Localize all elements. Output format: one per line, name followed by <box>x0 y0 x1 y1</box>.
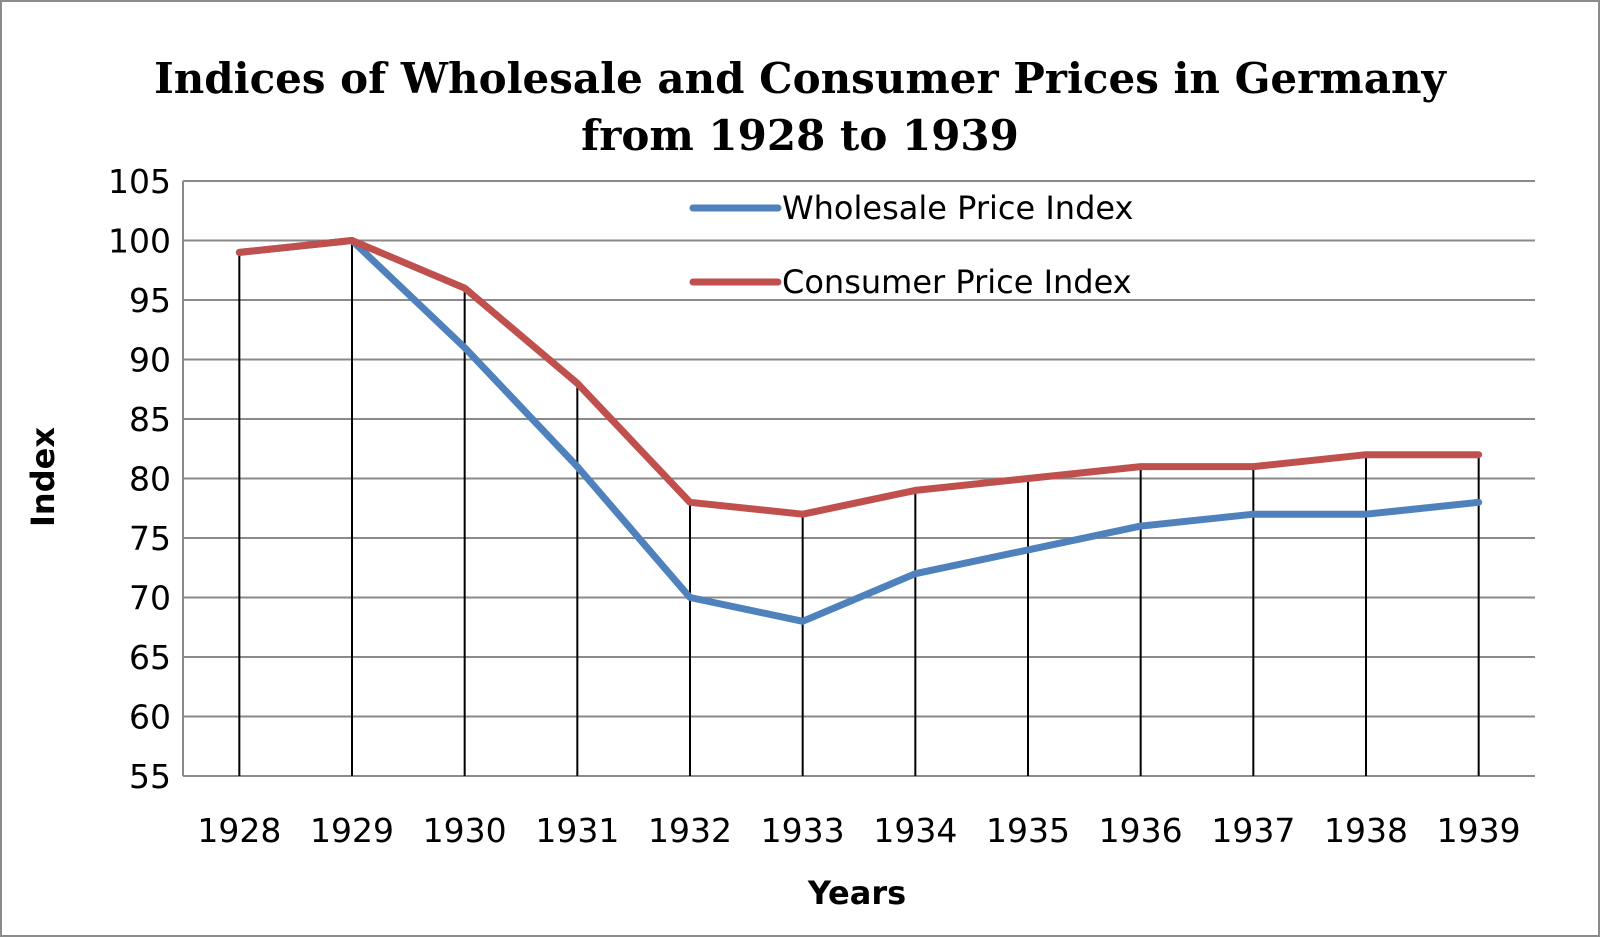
y-tick-label: 80 <box>129 460 171 499</box>
x-tick-label: 1937 <box>1211 811 1295 850</box>
x-tick-label: 1935 <box>986 811 1070 850</box>
legend: Wholesale Price Index Consumer Price Ind… <box>689 189 1133 301</box>
series-lines <box>235 237 1483 625</box>
y-tick-label: 65 <box>129 638 171 677</box>
y-tick-label: 100 <box>108 222 171 261</box>
x-tick-label: 1934 <box>873 811 957 850</box>
x-tick-label: 1928 <box>197 811 281 850</box>
x-tick-label: 1932 <box>648 811 732 850</box>
x-tick-label: 1939 <box>1437 811 1521 850</box>
series-line-consumer <box>235 237 1483 518</box>
y-tick-label: 75 <box>129 519 171 558</box>
y-tick-label: 85 <box>129 400 171 439</box>
x-axis-label: Years <box>807 874 906 912</box>
gridlines <box>182 180 1535 777</box>
y-tick-label: 95 <box>129 281 171 320</box>
x-axis-ticks: 1928 1929 1930 1931 1932 1933 1934 1935 1936 1937… <box>197 811 1520 850</box>
x-tick-label: 1929 <box>310 811 394 850</box>
series-line-wholesale <box>235 237 1483 625</box>
y-tick-label: 90 <box>129 341 171 380</box>
chart-title-line-1: Indices of Wholesale and Consumer Prices… <box>154 54 1447 103</box>
y-axis-ticks: 55 60 65 70 75 80 85 90 95 100 105 <box>108 162 171 796</box>
x-tick-label: 1930 <box>423 811 507 850</box>
y-tick-label: 55 <box>129 757 171 796</box>
y-tick-label: 60 <box>129 698 171 737</box>
legend-label-consumer: Consumer Price Index <box>782 263 1132 301</box>
x-tick-label: 1938 <box>1324 811 1408 850</box>
chart-title-line-2: from 1928 to 1939 <box>581 111 1019 160</box>
x-tick-label: 1931 <box>535 811 619 850</box>
y-tick-label: 70 <box>129 579 171 618</box>
x-tick-label: 1933 <box>761 811 845 850</box>
y-axis-label: Index <box>24 427 62 527</box>
x-tick-label: 1936 <box>1099 811 1183 850</box>
drop-lines <box>238 240 1480 776</box>
legend-label-wholesale: Wholesale Price Index <box>782 189 1133 227</box>
y-tick-label: 105 <box>108 162 171 201</box>
